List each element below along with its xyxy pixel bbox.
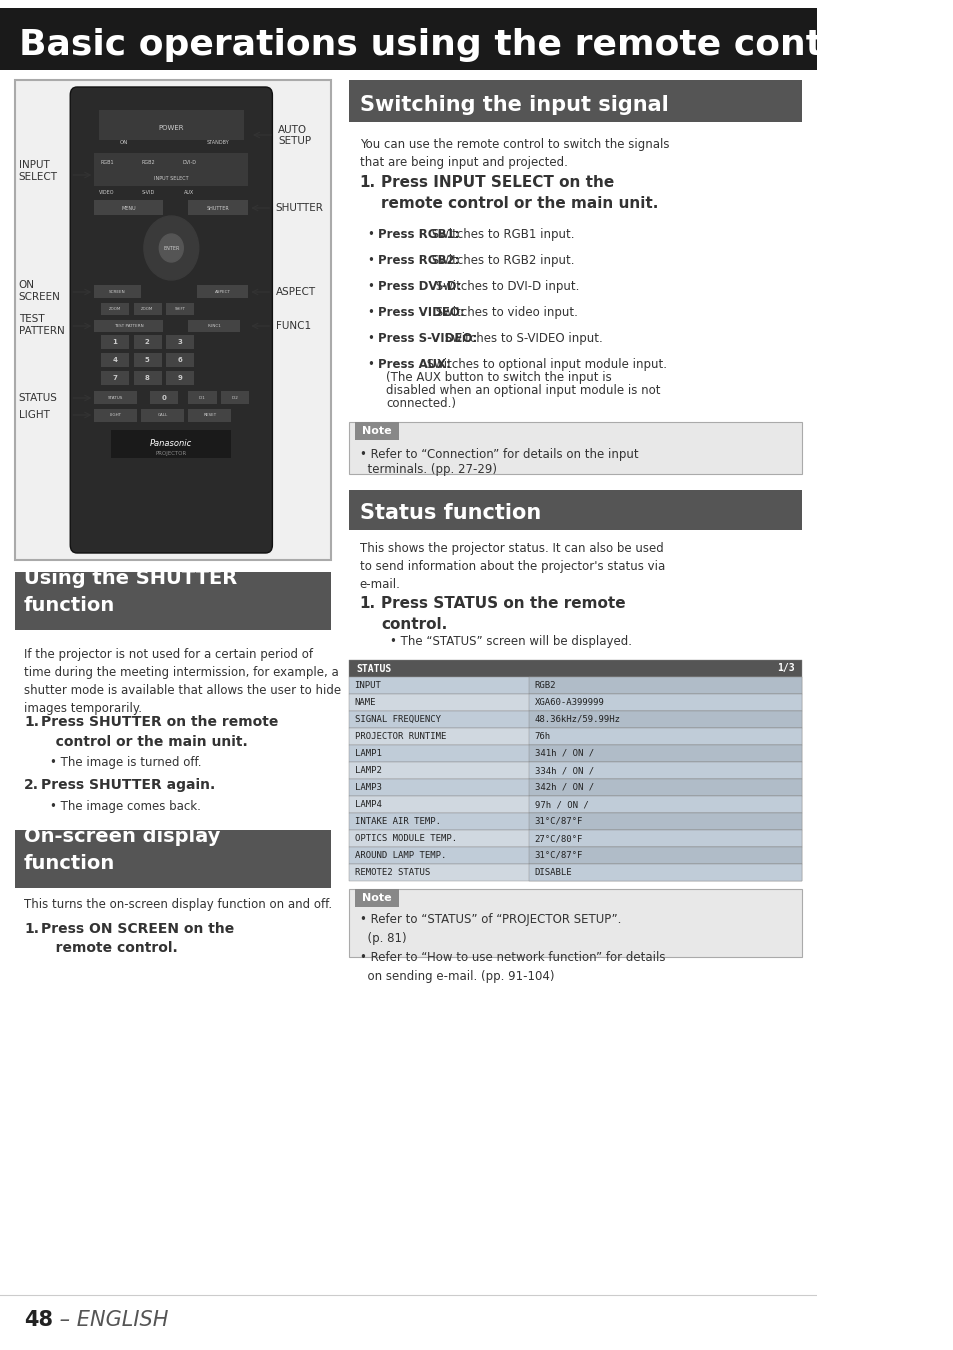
FancyBboxPatch shape xyxy=(349,80,801,122)
FancyBboxPatch shape xyxy=(529,745,801,761)
Text: AUTO: AUTO xyxy=(278,126,307,135)
Text: ZOOM: ZOOM xyxy=(141,306,153,310)
Text: LAMP2: LAMP2 xyxy=(355,765,381,775)
Text: ASPECT: ASPECT xyxy=(275,288,315,297)
Text: 31°C/87°F: 31°C/87°F xyxy=(534,850,582,860)
FancyBboxPatch shape xyxy=(150,392,178,404)
FancyBboxPatch shape xyxy=(349,846,801,864)
FancyBboxPatch shape xyxy=(101,352,130,367)
Text: Press RGB1:: Press RGB1: xyxy=(377,228,458,242)
Text: Press ON SCREEN on the
   remote control.: Press ON SCREEN on the remote control. xyxy=(41,922,234,956)
Text: Note: Note xyxy=(362,427,392,436)
FancyBboxPatch shape xyxy=(15,80,331,560)
Text: 2: 2 xyxy=(145,339,150,346)
Text: • Refer to “STATUS” of “PROJECTOR SETUP”.
  (p. 81)
• Refer to “How to use netwo: • Refer to “STATUS” of “PROJECTOR SETUP”… xyxy=(359,913,664,983)
FancyBboxPatch shape xyxy=(529,864,801,882)
Text: Using the SHUTTER
function: Using the SHUTTER function xyxy=(24,570,237,614)
Text: 5: 5 xyxy=(145,356,150,363)
Text: RESET: RESET xyxy=(203,413,216,417)
FancyBboxPatch shape xyxy=(349,660,801,676)
Text: You can use the remote control to switch the signals
that are being input and pr: You can use the remote control to switch… xyxy=(359,138,669,169)
FancyBboxPatch shape xyxy=(141,409,184,423)
FancyBboxPatch shape xyxy=(94,320,163,332)
Text: SHUTTER: SHUTTER xyxy=(207,205,230,211)
Text: SIGNAL FREQUENCY: SIGNAL FREQUENCY xyxy=(355,716,440,724)
Text: TEST PATTERN: TEST PATTERN xyxy=(113,324,143,328)
Text: 4: 4 xyxy=(112,356,117,363)
FancyBboxPatch shape xyxy=(166,352,194,367)
Text: STATUS: STATUS xyxy=(108,396,123,400)
Text: ENTER: ENTER xyxy=(163,246,179,251)
FancyBboxPatch shape xyxy=(349,830,801,846)
FancyBboxPatch shape xyxy=(529,779,801,796)
Text: – ENGLISH: – ENGLISH xyxy=(53,1310,169,1330)
Text: Press SHUTTER again.: Press SHUTTER again. xyxy=(41,778,215,792)
FancyBboxPatch shape xyxy=(15,830,331,888)
Text: 48: 48 xyxy=(24,1310,53,1330)
Text: STATUS: STATUS xyxy=(19,393,58,404)
FancyBboxPatch shape xyxy=(133,302,162,315)
Text: • The image is turned off.: • The image is turned off. xyxy=(50,756,201,770)
FancyBboxPatch shape xyxy=(98,109,244,140)
FancyBboxPatch shape xyxy=(166,302,194,315)
FancyBboxPatch shape xyxy=(94,171,248,186)
FancyBboxPatch shape xyxy=(529,711,801,728)
FancyBboxPatch shape xyxy=(166,335,194,350)
FancyBboxPatch shape xyxy=(0,8,817,70)
Text: DVI-D: DVI-D xyxy=(182,159,196,165)
Text: •: • xyxy=(368,279,378,293)
Text: LIGHT: LIGHT xyxy=(19,410,50,420)
Text: SCREEN: SCREEN xyxy=(19,292,61,302)
Text: 0: 0 xyxy=(161,396,166,401)
Text: SCREEN: SCREEN xyxy=(109,290,126,294)
FancyBboxPatch shape xyxy=(529,761,801,779)
Text: •: • xyxy=(368,332,378,346)
Text: 1/3: 1/3 xyxy=(777,663,794,674)
FancyBboxPatch shape xyxy=(529,728,801,745)
FancyBboxPatch shape xyxy=(112,431,231,458)
Text: STATUS: STATUS xyxy=(356,663,391,674)
Text: 1.: 1. xyxy=(359,595,375,612)
Text: 9: 9 xyxy=(177,375,182,381)
Text: On-screen display
function: On-screen display function xyxy=(24,828,220,872)
Text: AUX: AUX xyxy=(184,189,194,194)
Text: LAMP1: LAMP1 xyxy=(355,749,381,757)
Text: • The image comes back.: • The image comes back. xyxy=(50,801,200,813)
FancyBboxPatch shape xyxy=(101,335,130,350)
FancyBboxPatch shape xyxy=(101,371,130,385)
Text: S-VID: S-VID xyxy=(141,189,154,194)
Text: RGB2: RGB2 xyxy=(534,680,556,690)
Text: Press VIDEO:: Press VIDEO: xyxy=(377,306,464,319)
FancyBboxPatch shape xyxy=(349,761,801,779)
Text: Press STATUS on the remote
control.: Press STATUS on the remote control. xyxy=(381,595,625,632)
FancyBboxPatch shape xyxy=(355,890,398,907)
FancyBboxPatch shape xyxy=(189,409,231,423)
FancyBboxPatch shape xyxy=(529,796,801,813)
Text: LIGHT: LIGHT xyxy=(110,413,122,417)
Text: REMOTE2 STATUS: REMOTE2 STATUS xyxy=(355,868,430,878)
Text: SETUP: SETUP xyxy=(278,136,312,146)
Circle shape xyxy=(144,216,198,279)
FancyBboxPatch shape xyxy=(197,285,248,298)
FancyBboxPatch shape xyxy=(349,813,801,830)
Text: Switches to RGB1 input.: Switches to RGB1 input. xyxy=(427,228,574,242)
Text: ON: ON xyxy=(120,140,129,146)
FancyBboxPatch shape xyxy=(133,352,162,367)
FancyBboxPatch shape xyxy=(529,694,801,711)
Text: 8: 8 xyxy=(145,375,150,381)
Text: FUNC1: FUNC1 xyxy=(275,321,311,331)
Text: SHUTTER: SHUTTER xyxy=(275,202,323,213)
Text: 1.: 1. xyxy=(359,176,375,190)
Text: OPTICS MODULE TEMP.: OPTICS MODULE TEMP. xyxy=(355,834,456,842)
Text: 342h / ON /: 342h / ON / xyxy=(534,783,593,792)
Circle shape xyxy=(159,234,183,262)
Text: AROUND LAMP TEMP.: AROUND LAMP TEMP. xyxy=(355,850,446,860)
Text: Press RGB2:: Press RGB2: xyxy=(377,254,458,267)
Text: INPUT SELECT: INPUT SELECT xyxy=(153,177,189,181)
FancyBboxPatch shape xyxy=(166,371,194,385)
Text: LAMP4: LAMP4 xyxy=(355,801,381,809)
Text: STANDBY: STANDBY xyxy=(207,140,230,146)
Text: INPUT: INPUT xyxy=(19,161,50,170)
Text: Press S-VIDEO:: Press S-VIDEO: xyxy=(377,332,476,346)
Text: DISABLE: DISABLE xyxy=(534,868,572,878)
